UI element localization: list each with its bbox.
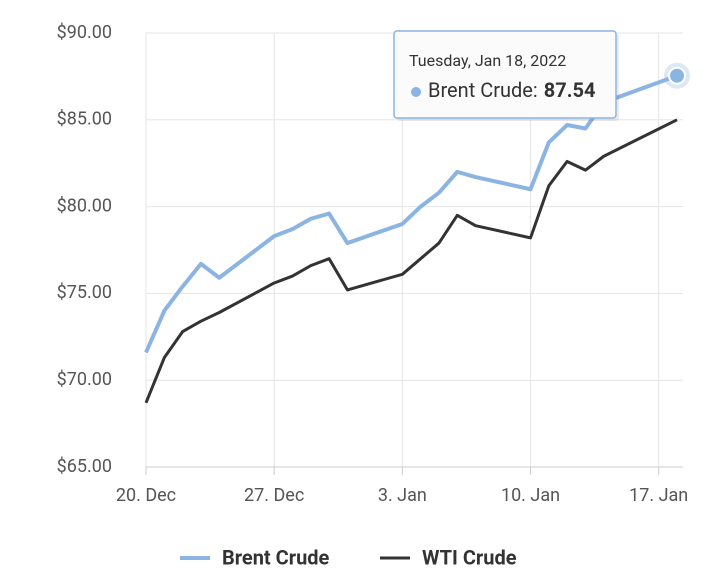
y-tick-label: $80.00 [57, 195, 112, 216]
series-line [144, 118, 678, 404]
y-tick-label: $75.00 [57, 282, 112, 303]
tooltip-text: Brent Crude: 87.54 [428, 78, 595, 102]
y-tick-label: $70.00 [57, 369, 112, 390]
x-tick-label: 3. Jan [378, 485, 427, 506]
y-tick-label: $90.00 [57, 22, 112, 43]
tooltip: Tuesday, Jan 18, 2022 Brent Crude: 87.54 [393, 30, 619, 121]
x-tick-label: 10. Jan [501, 485, 560, 506]
series-line [144, 73, 678, 354]
tooltip-dot [411, 87, 421, 97]
x-tick-label: 27. Dec [244, 485, 304, 506]
x-tick-label: 20. Dec [116, 485, 176, 506]
tooltip-box [393, 30, 617, 119]
tooltip-title: Tuesday, Jan 18, 2022 [409, 51, 566, 70]
legend-label[interactable]: WTI Crude [422, 545, 517, 569]
x-tick-label: 17. Jan [629, 485, 688, 506]
tooltip-label: Brent Crude: [428, 78, 538, 102]
y-tick-label: $65.00 [57, 456, 112, 477]
hover-point [668, 66, 686, 85]
tooltip-value: 87.54 [544, 78, 596, 102]
y-tick-label: $85.00 [57, 109, 112, 130]
legend-label[interactable]: Brent Crude [222, 545, 330, 569]
